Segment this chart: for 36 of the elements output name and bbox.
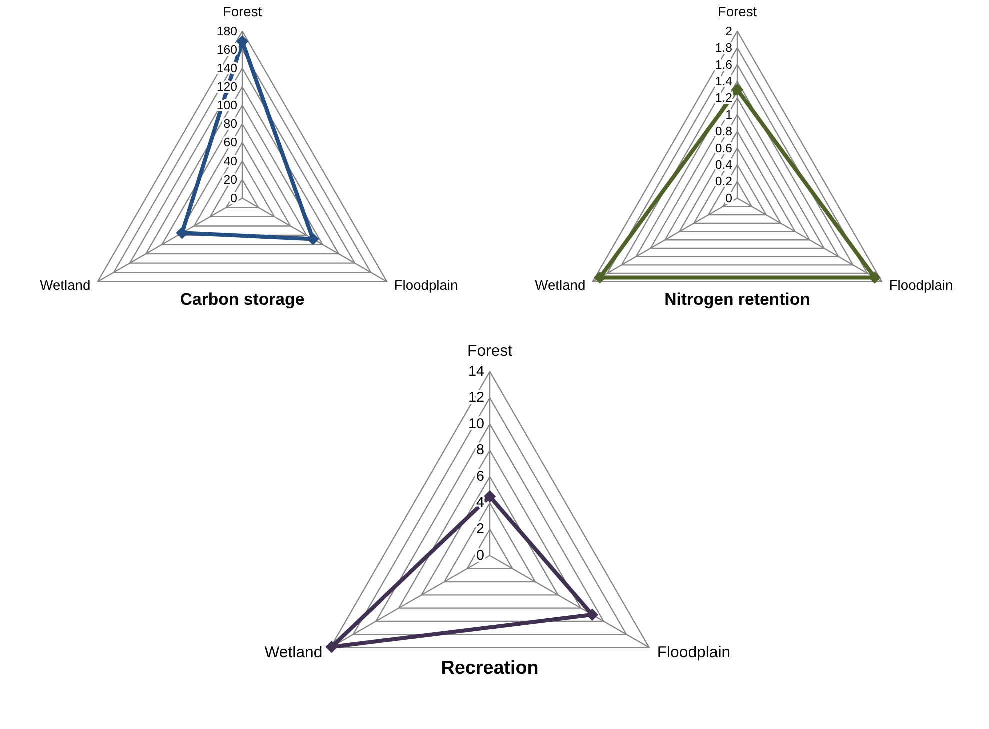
y-tick-label: 60 [224, 136, 238, 150]
spoke-label: Floodplain [394, 277, 458, 294]
y-tick-label: 12 [468, 390, 484, 406]
y-tick-label: 6 [476, 468, 484, 485]
y-tick-label: 1.8 [715, 41, 733, 56]
spoke-label: Floodplain [657, 644, 731, 662]
spoke-label: Wetland [40, 277, 91, 294]
spoke-label: Forest [468, 342, 514, 360]
y-tick-label: 180 [216, 24, 238, 38]
y-tick-label: 0.6 [715, 141, 733, 156]
y-tick-label: 0.2 [715, 174, 733, 189]
y-tick-label: 8 [476, 442, 484, 459]
y-tick-label: 1 [726, 108, 733, 122]
spoke-label: Wetland [264, 644, 323, 662]
text: Recreation [441, 656, 539, 678]
spoke-label: Floodplain [889, 277, 954, 294]
y-tick-label: 14 [468, 364, 484, 380]
y-tick-label: 0 [726, 191, 733, 206]
y-tick-label: 0.4 [715, 158, 733, 172]
y-tick-label: 2 [726, 24, 733, 38]
text: Carbon storage [180, 290, 305, 309]
y-tick-label: 0 [230, 191, 238, 206]
y-tick-label: 1.4 [715, 74, 733, 88]
y-tick-label: 40 [224, 154, 238, 168]
y-tick-label: 0 [476, 548, 484, 564]
y-tick-label: 80 [224, 117, 238, 132]
spoke-label: Forest [222, 4, 262, 20]
y-tick-label: 160 [216, 42, 238, 57]
y-tick-label: 1.6 [715, 58, 733, 72]
y-tick-label: 0.8 [715, 124, 733, 139]
y-tick-label: 2 [476, 521, 484, 538]
spoke-label: Wetland [535, 277, 586, 294]
text: Nitrogen retention [664, 290, 810, 309]
y-tick-label: 10 [468, 416, 484, 432]
spoke-label: Forest [718, 4, 758, 20]
y-tick-label: 20 [224, 172, 238, 187]
